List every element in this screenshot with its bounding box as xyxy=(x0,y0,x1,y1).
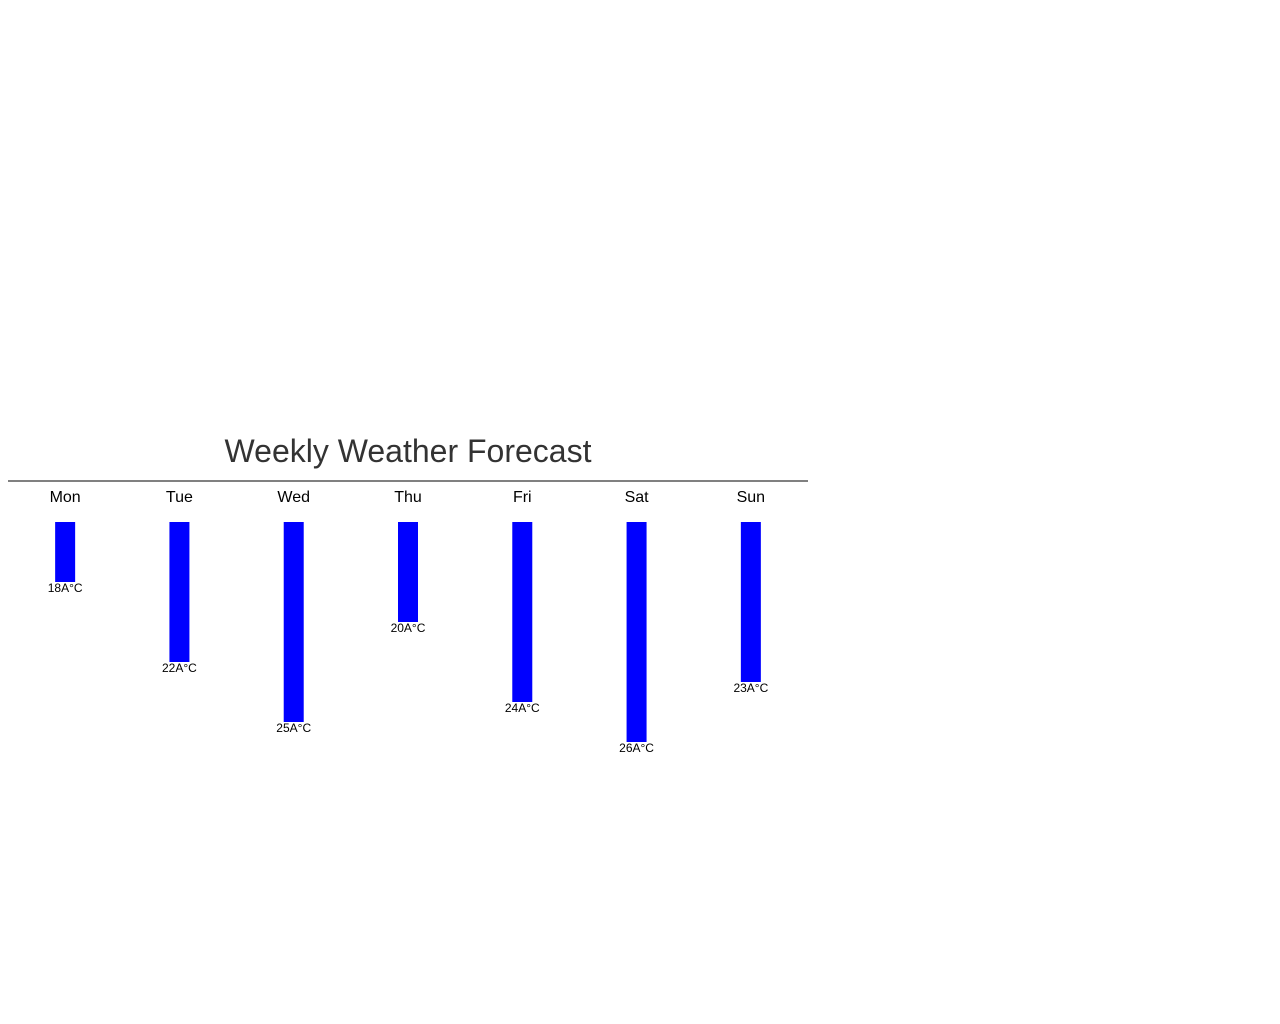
day-label: Wed xyxy=(277,489,310,506)
temperature-label: 18A°C xyxy=(48,581,83,595)
temperature-label: 25A°C xyxy=(276,721,311,735)
temperature-bar xyxy=(740,522,761,682)
day-label: Thu xyxy=(394,489,422,506)
temperature-bar xyxy=(512,522,533,702)
day-label: Mon xyxy=(50,489,81,506)
title-divider xyxy=(8,480,808,482)
day-label: Sat xyxy=(625,489,650,506)
chart-plot: Mon 18A°C Tue 22A°C Wed 25A°C Thu 20A°C Fri 24A°C… xyxy=(48,489,769,755)
weather-chart: Weekly Weather Forecast Mon 18A°C Tue 22A°C… xyxy=(8,428,808,755)
temperature-label: 24A°C xyxy=(505,701,540,715)
temperature-bar xyxy=(283,522,304,722)
day-label: Sun xyxy=(737,489,765,506)
temperature-label: 20A°C xyxy=(391,621,426,635)
chart-title: Weekly Weather Forecast xyxy=(224,433,592,469)
temperature-label: 23A°C xyxy=(733,681,768,695)
temperature-bar xyxy=(398,522,418,622)
temperature-bar xyxy=(626,522,647,742)
temperature-label: 26A°C xyxy=(619,741,654,755)
day-label: Fri xyxy=(513,489,532,506)
temperature-bar xyxy=(55,522,76,582)
day-label: Tue xyxy=(166,489,193,506)
temperature-bar xyxy=(169,522,190,662)
temperature-label: 22A°C xyxy=(162,661,197,675)
